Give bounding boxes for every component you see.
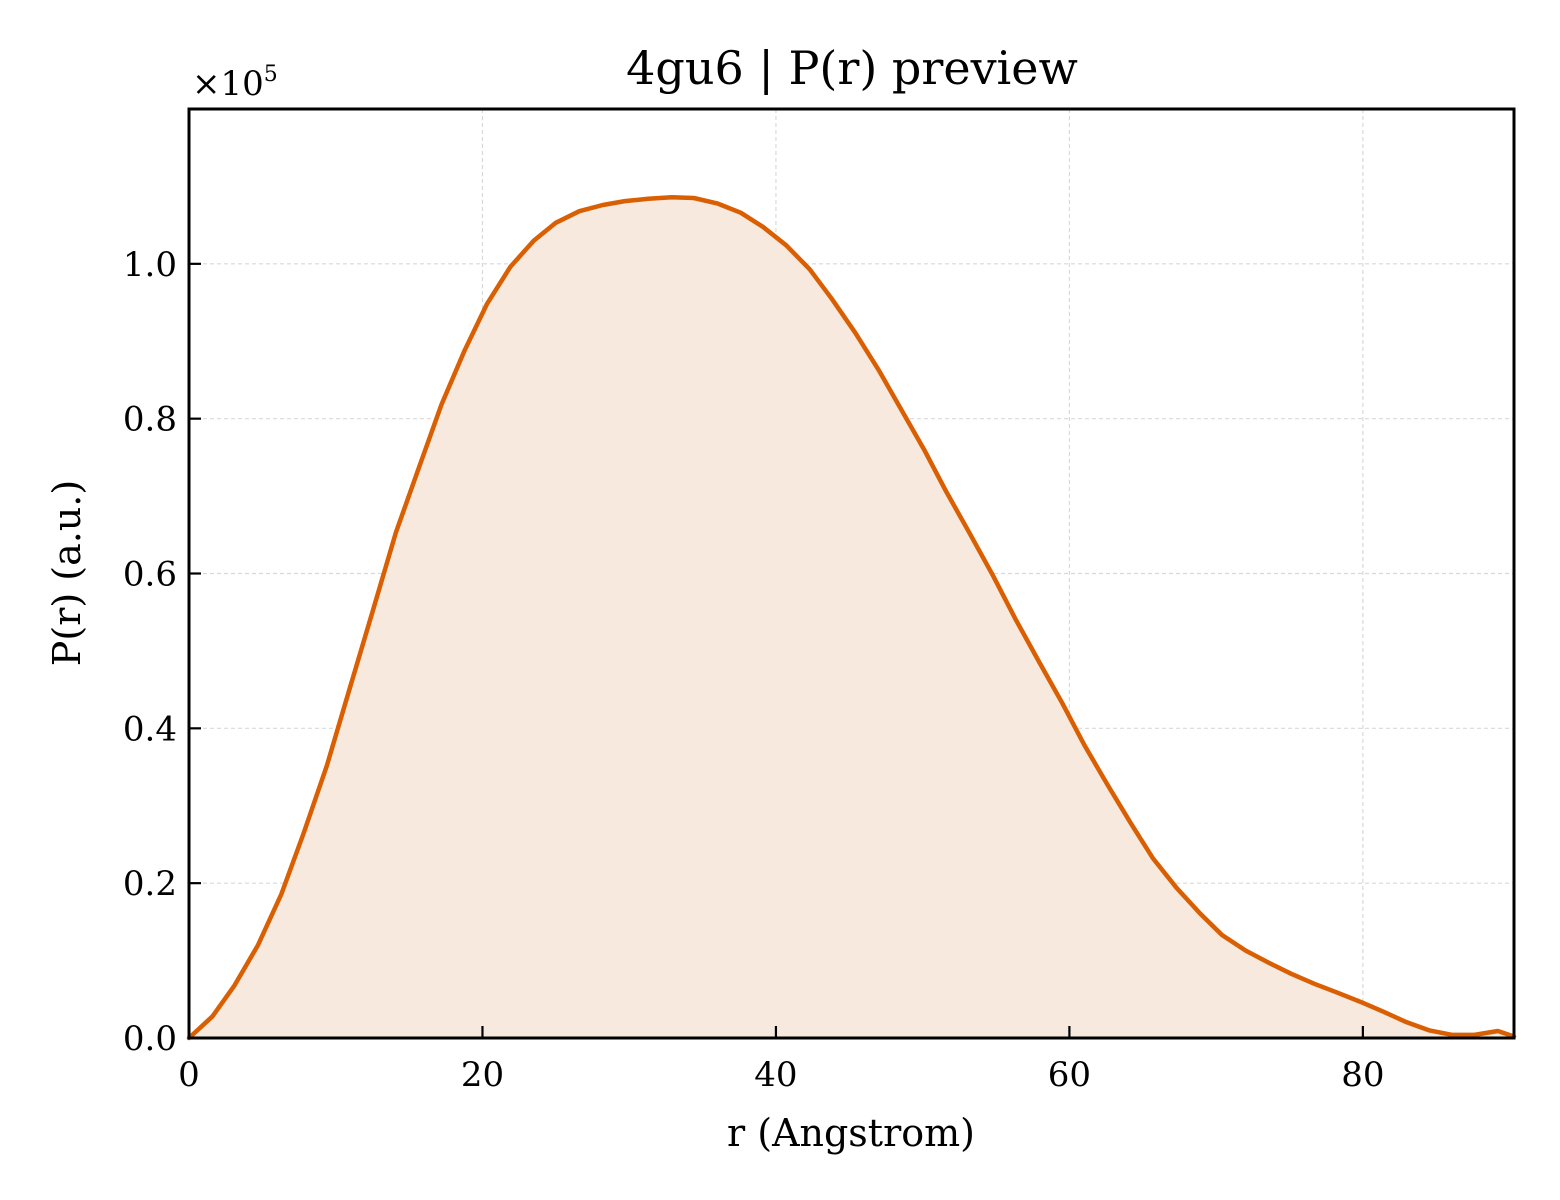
y-tick-label: 0.4: [123, 709, 177, 749]
x-tick-label: 60: [1048, 1055, 1091, 1095]
y-tick-label: 1.0: [123, 245, 177, 285]
y-tick-label: 0.8: [123, 400, 177, 440]
y-offset-exponent: 5: [264, 62, 278, 87]
y-offset-label: ×105: [192, 62, 278, 104]
y-tick-label: 0.0: [123, 1019, 177, 1059]
y-tick-label: 0.6: [123, 555, 177, 595]
x-axis-label: r (Angstrom): [727, 1111, 975, 1155]
y-axis-label: P(r) (a.u.): [45, 480, 89, 666]
y-offset-base: ×10: [192, 64, 264, 104]
series-line: [186, 195, 1517, 1041]
y-tick-label: 0.2: [123, 864, 177, 904]
x-tick-label: 20: [461, 1055, 504, 1095]
x-axis-ticks: 0 20 40 60 80: [178, 1026, 1384, 1095]
chart-title: 4gu6 | P(r) preview: [626, 41, 1078, 95]
x-tick-label: 0: [178, 1055, 200, 1095]
y-axis-ticks: 0.0 0.2 0.4 0.6 0.8 1.0: [123, 245, 201, 1059]
x-tick-label: 40: [754, 1055, 797, 1095]
area-fill: [189, 197, 1514, 1039]
x-tick-label: 80: [1341, 1055, 1384, 1095]
